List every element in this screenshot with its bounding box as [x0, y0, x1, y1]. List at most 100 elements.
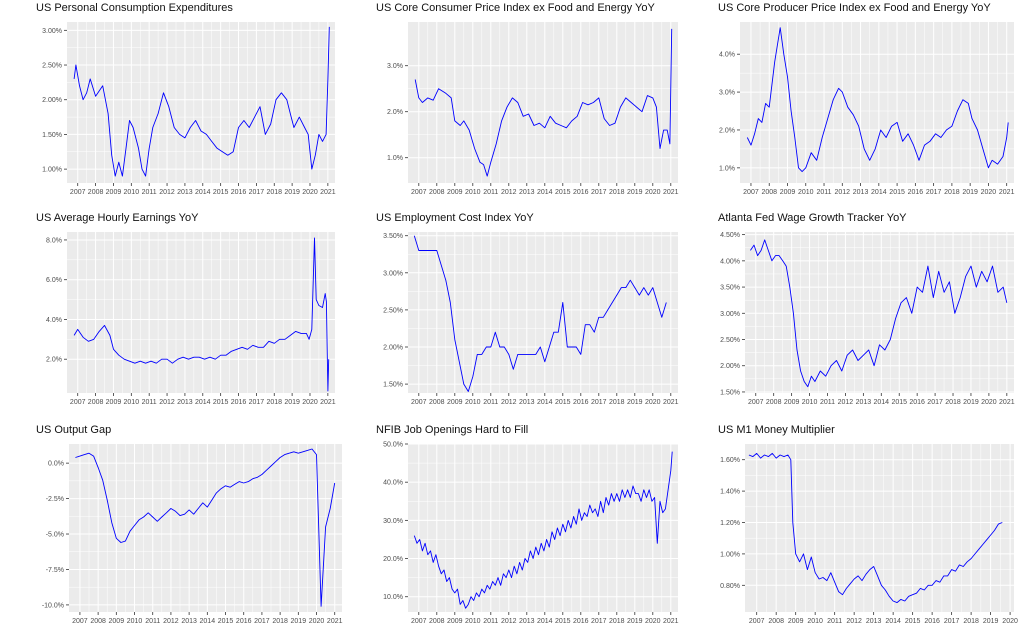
x-tick-label: 2020: [302, 399, 318, 406]
x-tick-label: 2011: [145, 618, 160, 625]
x-tick-label: 2012: [501, 618, 517, 625]
x-tick-label: 2014: [537, 399, 553, 406]
chart-title: US Core Producer Price Index ex Food and…: [718, 2, 991, 14]
x-tick-label: 2013: [177, 399, 193, 406]
x-tick-label: 2007: [411, 618, 427, 625]
y-tick-label: 2.00%: [720, 363, 740, 370]
y-tick-label: 1.20%: [720, 520, 740, 527]
x-tick-label: 2012: [159, 189, 175, 196]
x-tick-label: 2012: [501, 189, 517, 196]
x-tick-label: 2007: [72, 618, 88, 625]
x-tick-label: 2008: [429, 399, 445, 406]
x-tick-label: 2010: [802, 399, 818, 406]
x-tick-label: 2010: [124, 189, 140, 196]
y-tick-label: 2.0%: [387, 109, 403, 116]
x-tick-label: 2014: [195, 399, 211, 406]
series-line: [746, 27, 1009, 173]
x-tick-label: 2014: [874, 399, 890, 406]
x-tick-label: 2018: [963, 618, 979, 625]
x-tick-label: 2016: [909, 399, 925, 406]
x-tick-label: 2019: [284, 399, 300, 406]
y-tick-label: -2.5%: [46, 496, 64, 503]
x-tick-label: 2012: [159, 399, 175, 406]
plot-background: [69, 444, 342, 612]
y-tick-label: 2.0%: [46, 357, 62, 364]
x-tick-label: 2008: [761, 189, 777, 196]
x-tick-label: 2016: [573, 399, 589, 406]
y-tick-label: 1.0%: [719, 165, 735, 172]
x-tick-label: 2015: [555, 618, 571, 625]
series-line: [413, 235, 667, 392]
x-tick-label: 2017: [591, 618, 607, 625]
x-tick-label: 2010: [127, 618, 143, 625]
line-chart-m1-money-multiplier: 2007 2008 2009 2010 2011 2012 2013 2014 2015 2016…: [720, 444, 1018, 625]
y-tick-label: 3.50%: [383, 233, 403, 240]
x-tick-label: 2010: [465, 189, 481, 196]
y-tick-label: 1.40%: [720, 489, 740, 496]
x-tick-label: 2011: [483, 399, 498, 406]
chart-title: US Employment Cost Index YoY: [376, 212, 534, 224]
plot-background: [408, 22, 678, 183]
x-tick-label: 2010: [807, 618, 823, 625]
x-tick-label: 2013: [181, 618, 197, 625]
x-tick-label: 2011: [483, 189, 498, 196]
y-tick-label: 3.0%: [387, 63, 403, 70]
y-tick-label: 3.00%: [720, 311, 740, 318]
chart-title: US Core Consumer Price Index ex Food and…: [376, 2, 655, 14]
y-tick-label: 1.60%: [720, 457, 740, 464]
x-tick-label: 2015: [213, 399, 229, 406]
x-tick-label: 2018: [609, 618, 625, 625]
x-tick-label: 2011: [142, 399, 157, 406]
x-tick-label: 2014: [195, 189, 211, 196]
x-tick-label: 2016: [573, 618, 589, 625]
x-tick-label: 2019: [983, 618, 999, 625]
y-tick-label: -10.0%: [42, 602, 64, 609]
x-tick-label: 2007: [749, 618, 765, 625]
x-tick-label: 2016: [924, 618, 940, 625]
y-tick-label: -5.0%: [46, 532, 64, 539]
y-tick-label: 1.00%: [720, 551, 740, 558]
x-tick-label: 2010: [798, 189, 814, 196]
plot-background: [408, 444, 678, 612]
x-tick-label: 2015: [555, 189, 571, 196]
y-tick-label: 3.00%: [383, 270, 403, 277]
y-tick-label: 10.0%: [383, 594, 403, 601]
y-tick-label: 1.00%: [42, 167, 62, 174]
y-tick-label: 3.00%: [42, 28, 62, 35]
x-tick-label: 2016: [236, 618, 252, 625]
x-tick-label: 2012: [846, 618, 862, 625]
y-tick-label: 2.50%: [383, 307, 403, 314]
y-tick-label: 6.0%: [46, 277, 62, 284]
x-tick-label: 2016: [231, 189, 247, 196]
x-tick-label: 2015: [891, 399, 907, 406]
x-tick-label: 2008: [88, 399, 104, 406]
x-tick-label: 2008: [429, 189, 445, 196]
y-tick-label: 2.00%: [42, 97, 62, 104]
series-line: [73, 237, 330, 392]
x-tick-label: 2014: [200, 618, 216, 625]
x-tick-label: 2017: [926, 189, 942, 196]
x-tick-label: 2017: [254, 618, 270, 625]
x-tick-label: 2009: [109, 618, 125, 625]
y-tick-label: 0.80%: [720, 583, 740, 590]
x-tick-label: 2020: [981, 189, 997, 196]
x-tick-label: 2011: [816, 189, 831, 196]
x-tick-label: 2007: [411, 399, 427, 406]
y-tick-label: 3.50%: [720, 285, 740, 292]
chart-title: US Output Gap: [36, 424, 112, 436]
x-tick-label: 2013: [853, 189, 869, 196]
x-tick-label: 2018: [266, 189, 282, 196]
x-tick-label: 2021: [999, 399, 1015, 406]
x-tick-label: 2020: [1002, 618, 1018, 625]
x-tick-label: 2011: [820, 399, 835, 406]
x-tick-label: 2020: [645, 618, 661, 625]
x-tick-label: 2017: [249, 189, 265, 196]
x-tick-label: 2017: [944, 618, 960, 625]
x-tick-label: 2014: [871, 189, 887, 196]
x-tick-label: 2019: [627, 189, 643, 196]
line-chart-atlanta-fed-wage: 2007 2008 2009 2010 2011 2012 2013 2014 2015 2016…: [720, 232, 1015, 406]
x-tick-label: 2021: [663, 618, 679, 625]
x-tick-label: 2017: [591, 399, 607, 406]
x-tick-label: 2015: [889, 189, 905, 196]
x-tick-label: 2021: [320, 399, 336, 406]
